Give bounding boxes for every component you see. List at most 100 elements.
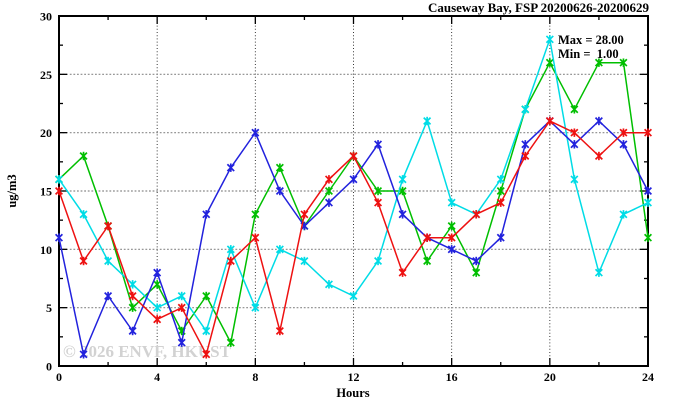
point-marker <box>349 175 358 184</box>
series-cyan <box>54 35 653 336</box>
x-tick-label: 0 <box>56 370 62 384</box>
point-marker <box>153 268 162 277</box>
point-marker <box>594 151 603 161</box>
point-marker <box>153 303 162 312</box>
point-marker <box>324 175 333 184</box>
point-marker <box>104 256 113 266</box>
x-tick-label: 12 <box>348 370 360 384</box>
point-marker <box>202 291 211 301</box>
point-marker <box>496 175 505 184</box>
series-red <box>54 116 653 359</box>
x-tick-label: 20 <box>544 370 556 384</box>
y-axis-label: ug/m3 <box>5 174 19 207</box>
x-tick-label: 8 <box>252 370 258 384</box>
x-axis-label: Hours <box>336 386 369 400</box>
point-marker <box>594 58 603 67</box>
point-marker <box>349 291 358 301</box>
point-marker <box>374 140 383 149</box>
point-marker <box>349 151 358 161</box>
point-marker <box>643 128 653 137</box>
y-tick-label: 20 <box>40 126 52 140</box>
point-marker <box>398 175 407 184</box>
x-tick-label: 4 <box>154 370 160 384</box>
point-marker <box>226 163 235 172</box>
point-marker <box>153 315 162 324</box>
point-marker <box>104 221 113 231</box>
point-marker <box>226 256 235 266</box>
series-line-cyan <box>58 36 649 333</box>
y-tick-label: 0 <box>46 360 52 374</box>
point-marker <box>643 186 653 196</box>
point-marker <box>374 198 383 207</box>
point-marker <box>79 350 88 359</box>
chart-title: Causeway Bay, FSP 20200626-20200629 <box>428 0 650 15</box>
max-annotation: Max = 28.00 <box>558 33 624 47</box>
point-marker <box>300 256 309 266</box>
point-marker <box>594 268 603 277</box>
point-marker <box>324 198 333 207</box>
point-marker <box>374 256 383 266</box>
point-marker <box>79 210 88 219</box>
point-marker <box>226 245 235 254</box>
y-tick-label: 10 <box>40 243 52 257</box>
y-tick-label: 5 <box>46 301 52 315</box>
series-layer <box>54 35 653 359</box>
point-marker <box>177 338 186 347</box>
point-marker <box>177 291 186 301</box>
point-marker <box>128 326 137 336</box>
point-marker <box>300 210 309 219</box>
point-marker <box>545 116 554 126</box>
point-marker <box>447 233 456 242</box>
copyright-watermark: © 2026 ENVF, HKUST <box>63 342 232 361</box>
point-marker <box>275 326 284 336</box>
point-marker <box>496 233 505 242</box>
point-marker <box>545 35 554 44</box>
point-marker <box>521 140 530 149</box>
point-marker <box>447 245 456 254</box>
point-marker <box>104 291 113 301</box>
point-marker <box>177 303 186 312</box>
point-marker <box>251 128 260 137</box>
point-marker <box>374 186 383 196</box>
point-marker <box>496 198 505 207</box>
point-marker <box>619 210 628 219</box>
grid-layer <box>59 16 648 366</box>
point-marker <box>153 280 162 289</box>
point-marker <box>54 186 64 196</box>
point-marker <box>643 233 653 242</box>
point-marker <box>128 280 137 289</box>
point-marker <box>202 210 211 219</box>
point-marker <box>545 58 554 67</box>
point-marker <box>128 303 137 312</box>
point-marker <box>423 116 432 126</box>
point-marker <box>398 210 407 219</box>
point-marker <box>275 186 284 196</box>
series-line-green <box>58 61 649 345</box>
point-marker <box>79 151 88 161</box>
point-marker <box>472 256 481 266</box>
point-marker <box>54 175 64 184</box>
point-marker <box>447 198 456 207</box>
point-marker <box>619 58 628 67</box>
point-marker <box>251 303 260 312</box>
y-tick-label: 25 <box>40 68 52 82</box>
point-marker <box>594 116 603 126</box>
point-marker <box>570 128 579 137</box>
tick-label-layer: 0 4 8 12 16 20 24 0 5 10 15 20 25 30 <box>40 10 654 385</box>
point-marker <box>472 268 481 277</box>
point-marker <box>251 233 260 242</box>
min-annotation: Min = 1.00 <box>558 47 619 61</box>
y-tick-label: 30 <box>40 10 52 24</box>
point-marker <box>570 175 579 184</box>
point-marker <box>226 338 235 347</box>
x-tick-label: 24 <box>642 370 654 384</box>
point-marker <box>521 151 530 161</box>
point-marker <box>251 210 260 219</box>
point-marker <box>202 350 211 359</box>
point-marker <box>447 221 456 231</box>
point-marker <box>398 268 407 277</box>
point-marker <box>496 186 505 196</box>
point-marker <box>570 140 579 149</box>
